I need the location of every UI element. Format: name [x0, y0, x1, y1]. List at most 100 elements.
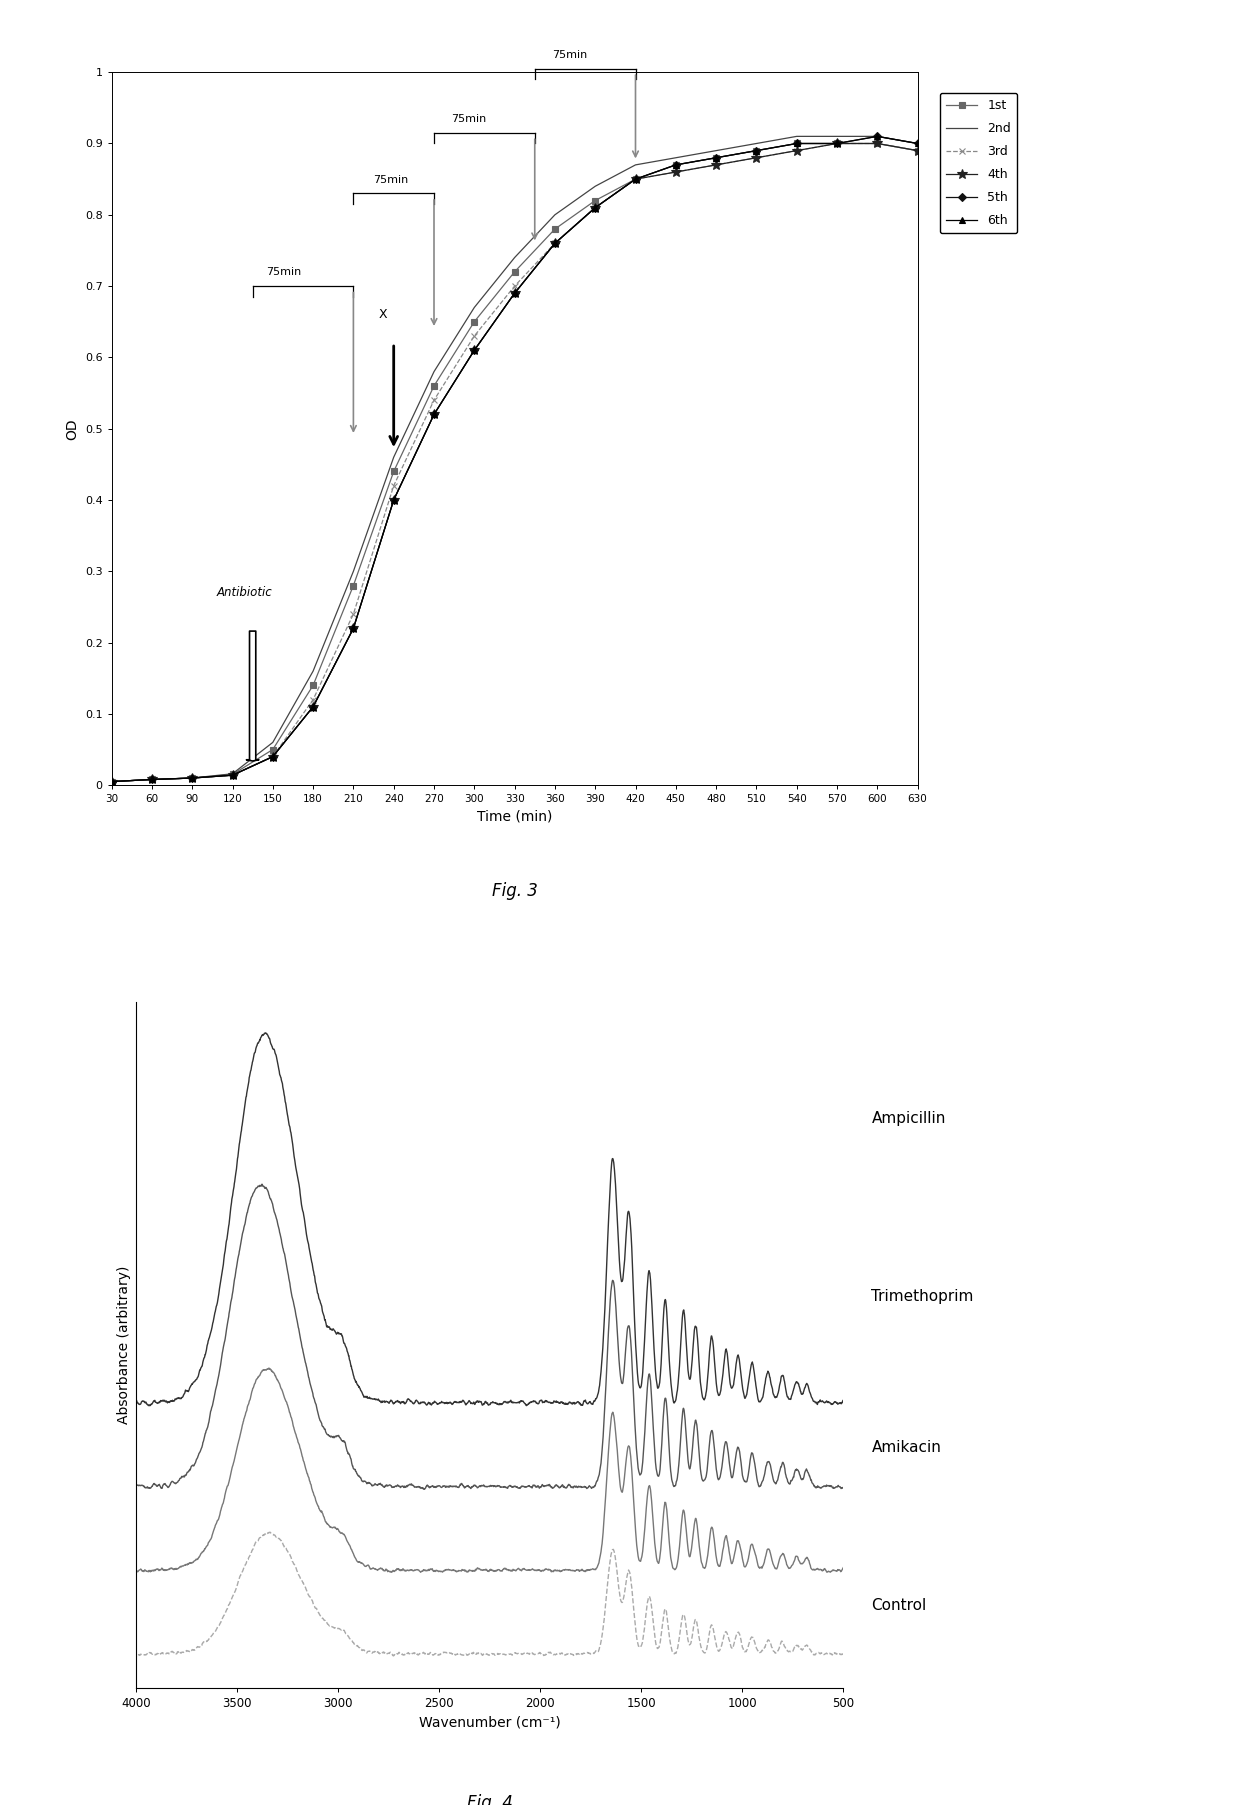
5th [830, 132, 844, 153]
6th [226, 764, 241, 785]
1st [548, 218, 563, 240]
5th [144, 769, 159, 791]
2nd [427, 361, 441, 383]
Line: 2nd: 2nd [112, 137, 918, 782]
3rd [830, 132, 844, 153]
Text: Antibiotic: Antibiotic [216, 587, 272, 599]
3rd [346, 603, 361, 625]
Ampicillin [279, 1099, 294, 1121]
Control [150, 1643, 165, 1664]
2nd [668, 146, 683, 168]
2nd [185, 767, 200, 789]
6th [346, 617, 361, 639]
6th [104, 771, 119, 792]
6th [305, 697, 320, 718]
5th [467, 339, 482, 361]
2nd [507, 247, 522, 269]
3rd [387, 475, 402, 496]
4th [387, 489, 402, 511]
5th [346, 617, 361, 639]
Control [129, 1646, 144, 1668]
1st [104, 771, 119, 792]
Ampicillin [836, 1390, 851, 1412]
2nd [144, 769, 159, 791]
Trimethoprim [254, 1173, 269, 1195]
6th [790, 132, 805, 153]
X-axis label: Wavenumber (cm⁻¹): Wavenumber (cm⁻¹) [419, 1715, 560, 1729]
5th [910, 132, 925, 153]
Y-axis label: OD: OD [66, 419, 79, 439]
1st [830, 132, 844, 153]
Text: Control: Control [872, 1597, 926, 1614]
Text: 75min: 75min [451, 114, 487, 125]
4th [265, 745, 280, 767]
4th [668, 161, 683, 182]
3rd [870, 132, 885, 153]
4th [507, 282, 522, 303]
Line: Control: Control [136, 1532, 843, 1657]
2nd [627, 153, 642, 175]
Ampicillin [800, 1374, 815, 1395]
Text: Trimethoprim: Trimethoprim [872, 1289, 973, 1305]
5th [790, 132, 805, 153]
1st [265, 738, 280, 760]
Text: 75min: 75min [552, 51, 588, 60]
4th [790, 139, 805, 161]
3rd [507, 276, 522, 298]
3rd [144, 769, 159, 791]
Control [263, 1522, 278, 1543]
5th [507, 282, 522, 303]
3rd [226, 764, 241, 785]
Trimethoprim [511, 1478, 526, 1500]
2nd [870, 126, 885, 148]
Text: Fig. 4: Fig. 4 [467, 1794, 512, 1805]
6th [548, 233, 563, 255]
4th [709, 153, 724, 175]
5th [548, 233, 563, 255]
1st [870, 132, 885, 153]
3rd [627, 168, 642, 190]
1st [305, 675, 320, 697]
6th [265, 745, 280, 767]
5th [185, 767, 200, 789]
Text: Ampicillin: Ampicillin [872, 1110, 946, 1126]
2nd [226, 764, 241, 785]
5th [627, 168, 642, 190]
Line: 5th: 5th [109, 134, 920, 785]
Line: 4th: 4th [107, 139, 923, 787]
4th [226, 764, 241, 785]
4th [627, 168, 642, 190]
5th [870, 126, 885, 148]
6th [427, 404, 441, 426]
2nd [346, 560, 361, 581]
Ampicillin [149, 1392, 164, 1413]
Amikacin [149, 1558, 164, 1579]
X-axis label: Time (min): Time (min) [477, 810, 552, 823]
4th [427, 404, 441, 426]
Ampicillin [143, 1395, 157, 1417]
6th [387, 489, 402, 511]
Text: Fig. 3: Fig. 3 [492, 881, 537, 899]
Control [149, 1643, 164, 1664]
4th [749, 146, 764, 168]
Line: 3rd: 3rd [108, 141, 921, 785]
Line: Trimethoprim: Trimethoprim [136, 1184, 843, 1489]
Control [800, 1635, 815, 1657]
Amikacin [262, 1357, 277, 1379]
5th [104, 771, 119, 792]
Ampicillin [511, 1392, 526, 1413]
Text: 75min: 75min [267, 267, 301, 278]
2nd [790, 126, 805, 148]
5th [265, 745, 280, 767]
4th [346, 617, 361, 639]
Trimethoprim [800, 1460, 815, 1482]
1st [387, 460, 402, 482]
4th [305, 697, 320, 718]
6th [144, 769, 159, 791]
3rd [185, 767, 200, 789]
Trimethoprim [279, 1253, 294, 1274]
Ampicillin [492, 1393, 507, 1415]
5th [305, 697, 320, 718]
3rd [467, 325, 482, 347]
1st [627, 168, 642, 190]
